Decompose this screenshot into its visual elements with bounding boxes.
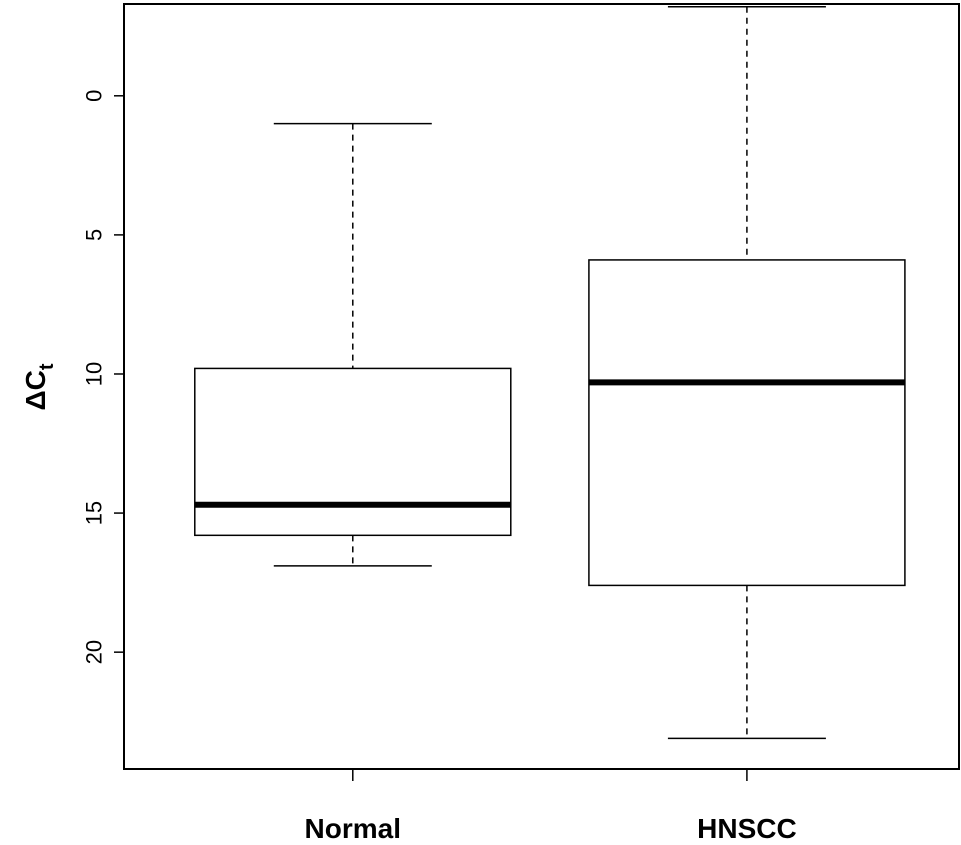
x-axis: Normal HNSCC <box>305 769 797 844</box>
iqr-box-hnscc <box>588 259 906 587</box>
y-tick-label-15: 15 <box>82 501 107 525</box>
y-tick-label-0: 0 <box>82 90 107 102</box>
iqr-box-normal <box>194 367 512 537</box>
boxes-layer <box>194 6 906 740</box>
plot-frame <box>123 3 960 770</box>
y-axis: 0 5 10 15 20 <box>82 90 124 664</box>
y-tick-label-10: 10 <box>82 362 107 386</box>
x-category-label-normal: Normal <box>305 813 401 844</box>
y-tick-label-20: 20 <box>82 640 107 664</box>
box-hnscc <box>588 6 906 740</box>
y-axis-title: ΔCt <box>20 363 58 410</box>
y-axis-title-main: ΔC <box>20 370 51 410</box>
box-normal <box>194 122 512 567</box>
y-axis-title-subscript: t <box>36 363 58 370</box>
y-tick-label-5: 5 <box>82 229 107 241</box>
x-category-label-hnscc: HNSCC <box>697 813 797 844</box>
